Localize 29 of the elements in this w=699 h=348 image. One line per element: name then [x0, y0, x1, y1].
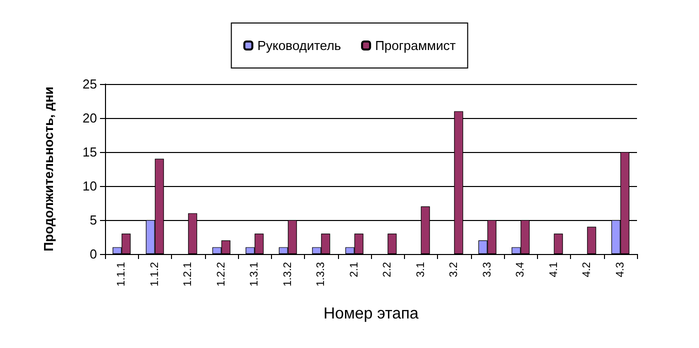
y-tick-label: 5: [90, 212, 97, 228]
x-tick-label: 3.4: [514, 262, 527, 278]
y-tick-label: 20: [82, 110, 97, 126]
y-tick-label: 25: [82, 76, 97, 92]
x-tick-label: 2.1: [348, 262, 360, 278]
y-tick-label: 10: [82, 178, 97, 194]
bar: [587, 226, 596, 254]
y-axis-title: Продолжительность, дни: [41, 86, 56, 252]
bar: [388, 234, 397, 254]
x-tick-label: 1.3.2: [282, 262, 294, 286]
legend-label: Руководитель: [257, 38, 342, 53]
x-tick-label: 1.2.2: [215, 262, 228, 286]
x-tick-label: 3.3: [481, 262, 494, 278]
x-tick-label: 3.2: [448, 262, 460, 278]
x-tick-label: 1.2.1: [182, 262, 194, 286]
x-tick-label: 1.3.3: [315, 262, 328, 286]
x-tick-label: 4.1: [548, 262, 560, 278]
x-tick-label: 1.3.1: [248, 262, 261, 286]
x-axis-title: Номер этапа: [323, 306, 419, 322]
x-tick-label: 1.1.1: [116, 262, 128, 286]
y-tick-label: 0: [90, 246, 97, 262]
x-tick-label: 3.1: [414, 262, 427, 278]
bar: [554, 234, 563, 254]
x-tick-label: 4.3: [614, 262, 626, 278]
x-tick-label: 2.2: [382, 262, 394, 278]
y-tick-label: 15: [82, 144, 97, 160]
legend-label: Программист: [375, 38, 456, 53]
x-tick-label: 1.1.2: [148, 262, 161, 286]
x-tick-label: 4.2: [581, 262, 594, 278]
